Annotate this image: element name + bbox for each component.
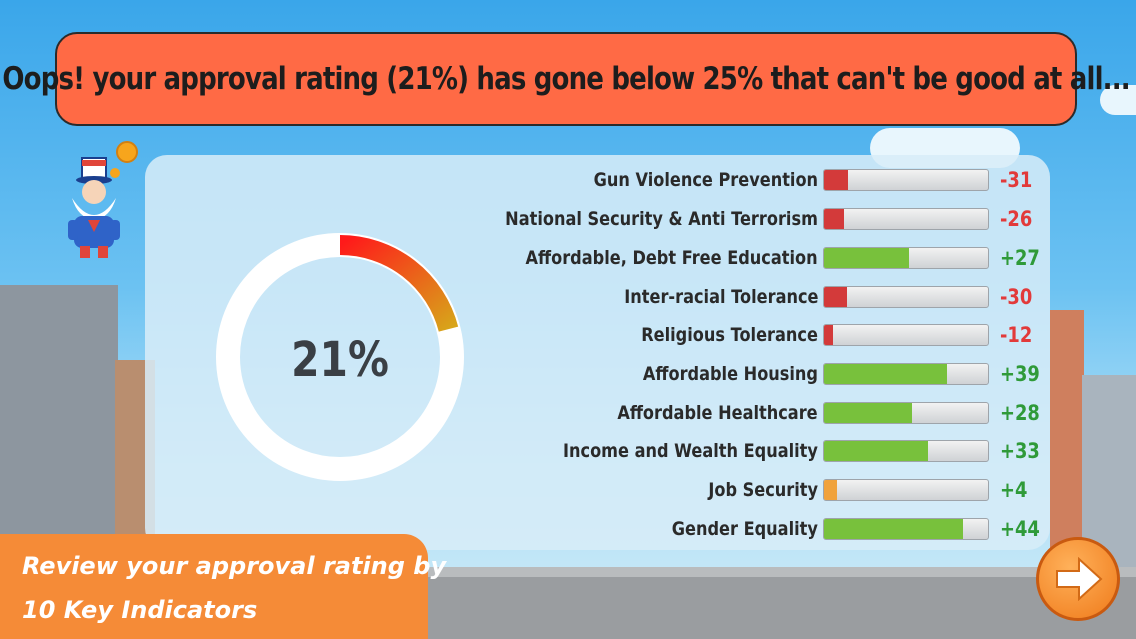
- indicator-label: Religious Tolerance: [641, 324, 818, 346]
- indicator-value: +44: [1000, 517, 1040, 541]
- indicator-bar-fill: [824, 287, 847, 307]
- indicator-row: Inter-racial Tolerance -30: [480, 283, 1040, 311]
- indicator-row: Affordable, Debt Free Education +27: [480, 244, 1040, 272]
- indicator-bar-fill: [824, 519, 963, 539]
- indicator-value: -30: [1000, 285, 1033, 309]
- indicator-row: Income and Wealth Equality +33: [480, 437, 1040, 465]
- indicator-label: Affordable Healthcare: [617, 402, 818, 424]
- indicator-label: Income and Wealth Equality: [563, 440, 818, 462]
- review-info-panel: Review your approval rating by 10 Key In…: [0, 534, 446, 639]
- indicator-label: Job Security: [708, 479, 818, 501]
- indicator-bar-fill: [824, 364, 947, 384]
- building: [0, 285, 118, 575]
- indicator-label: Gender Equality: [671, 518, 818, 540]
- indicator-bar: [823, 440, 989, 462]
- indicator-bar: [823, 324, 989, 346]
- indicator-row: National Security & Anti Terrorism -26: [480, 205, 1040, 233]
- building: [1082, 375, 1136, 570]
- indicator-bar-fill: [824, 209, 844, 229]
- review-text-line1: Review your approval rating by: [22, 552, 447, 580]
- review-text-line2: 10 Key Indicators: [22, 596, 258, 624]
- indicator-row: Religious Tolerance -12: [480, 321, 1040, 349]
- indicator-bar: [823, 247, 989, 269]
- warning-message: Oops! your approval rating (21%) has gon…: [2, 61, 1130, 97]
- approval-warning-banner: Oops! your approval rating (21%) has gon…: [2, 32, 1131, 126]
- indicator-row: Affordable Housing +39: [480, 360, 1040, 388]
- indicator-bar: [823, 208, 989, 230]
- indicator-bar: [823, 169, 989, 191]
- indicator-row: Job Security +4: [480, 476, 1040, 504]
- ring-progress-arc: [339, 235, 459, 332]
- approval-ring-chart: [216, 233, 464, 481]
- next-button[interactable]: [1036, 537, 1120, 621]
- uncle-sam-mascot-icon: [52, 140, 142, 265]
- indicator-value: +4: [1000, 478, 1028, 502]
- indicator-value: +27: [1000, 246, 1040, 270]
- indicator-bar-fill: [824, 170, 848, 190]
- indicator-value: -26: [1000, 207, 1033, 231]
- indicator-bar-fill: [824, 403, 912, 423]
- indicator-label: Gun Violence Prevention: [593, 169, 818, 191]
- indicator-bar: [823, 363, 989, 385]
- indicator-value: +33: [1000, 439, 1040, 463]
- indicator-value: -12: [1000, 323, 1033, 347]
- indicator-bar: [823, 479, 989, 501]
- indicator-bar-fill: [824, 441, 928, 461]
- approval-percent: 21%: [291, 332, 389, 388]
- indicator-label: National Security & Anti Terrorism: [505, 208, 818, 230]
- indicator-label: Inter-racial Tolerance: [623, 286, 818, 308]
- indicator-value: +39: [1000, 362, 1040, 386]
- indicator-bar: [823, 286, 989, 308]
- arrow-right-icon: [1056, 557, 1103, 601]
- indicator-value: -31: [1000, 168, 1033, 192]
- cloud: [1100, 85, 1136, 115]
- indicator-value: +28: [1000, 401, 1040, 425]
- indicator-row: Affordable Healthcare +28: [480, 399, 1040, 427]
- indicator-bar: [823, 518, 989, 540]
- building: [1050, 310, 1084, 570]
- indicator-bar: [823, 402, 989, 424]
- indicator-row: Gun Violence Prevention -31: [480, 166, 1040, 194]
- indicator-row: Gender Equality +44: [480, 515, 1040, 543]
- indicator-label: Affordable Housing: [642, 363, 818, 385]
- indicator-bar-fill: [824, 480, 837, 500]
- indicator-label: Affordable, Debt Free Education: [525, 247, 818, 269]
- indicator-bar-fill: [824, 248, 909, 268]
- indicator-bar-fill: [824, 325, 833, 345]
